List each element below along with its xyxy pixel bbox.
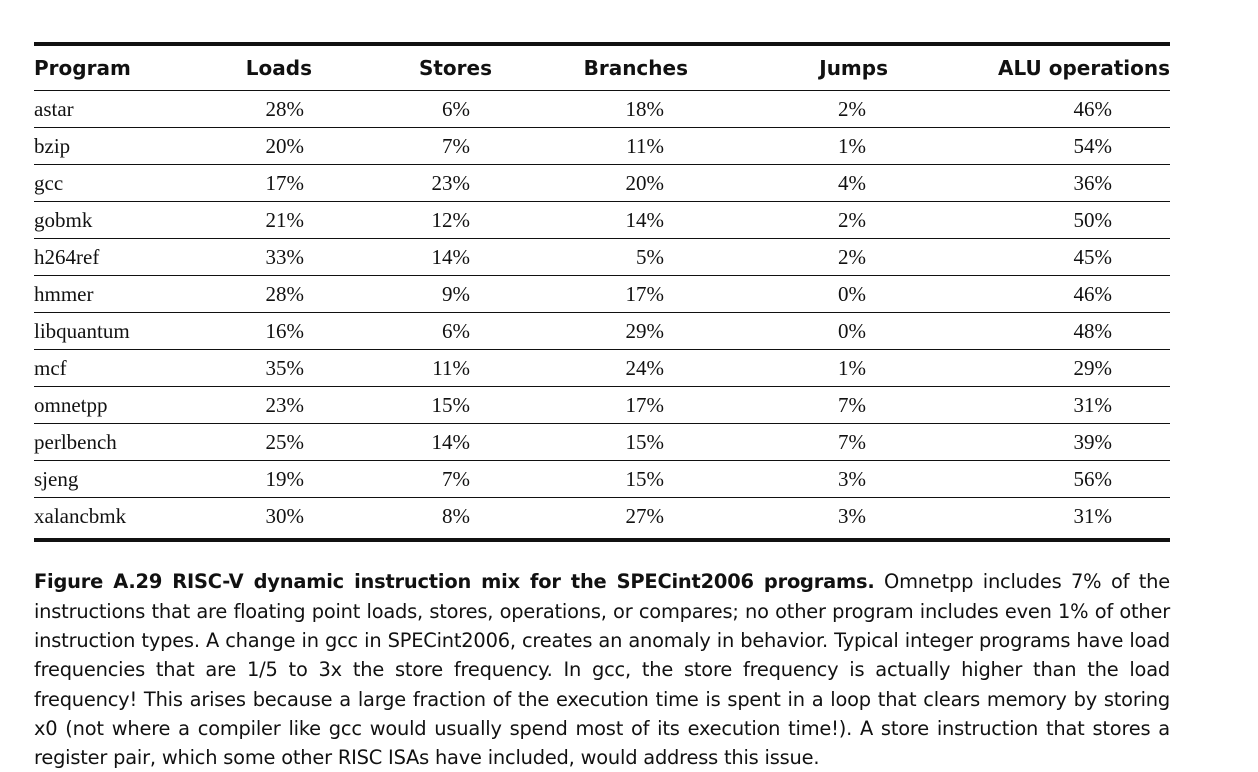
cell-program: hmmer [34,275,212,313]
cell-loads: 28% [212,275,312,313]
cell-program: gcc [34,164,212,202]
cell-loads: 19% [212,460,312,498]
cell-alu-operations: 50% [888,201,1170,239]
cell-jumps: 4% [688,164,888,202]
cell-loads: 23% [212,386,312,424]
cell-branches: 27% [625,503,665,528]
table-header-row: Program Loads Stores Branches Jumps ALU … [34,46,1170,91]
cell-jumps: 3% [688,460,888,498]
cell-stores: 15% [312,386,492,424]
cell-jumps: 2% [688,238,888,276]
cell-jumps: 7% [688,423,888,461]
table-row: xalancbmk 30% 8% 27% 3% 31% [34,498,1170,535]
cell-jumps: 0% [688,312,888,350]
cell-stores: 7% [312,460,492,498]
figure-caption: Figure A.29 RISC-V dynamic instruction m… [34,567,1170,772]
cell-program: omnetpp [34,386,212,424]
cell-branches: 15% [492,423,688,461]
column-header-program: Program [34,46,212,91]
cell-program: astar [34,90,212,128]
cell-loads: 30% [265,503,305,528]
cell-program: gobmk [34,201,212,239]
cell-stores: 14% [312,238,492,276]
instruction-mix-table-block: Program Loads Stores Branches Jumps ALU … [34,42,1170,542]
cell-alu-operations: 39% [888,423,1170,461]
column-header-branches: Branches [492,46,688,91]
cell-program: mcf [34,349,212,387]
cell-alu-operations: 48% [888,312,1170,350]
cell-alu-operations: 46% [888,275,1170,313]
cell-stores: 14% [312,423,492,461]
cell-jumps: 2% [688,90,888,128]
cell-alu-operations: 36% [888,164,1170,202]
cell-branches: 17% [492,275,688,313]
cell-jumps: 0% [688,275,888,313]
table-row: astar 28% 6% 18% 2% 46% [34,90,1170,128]
cell-loads: 16% [212,312,312,350]
cell-branches: 20% [492,164,688,202]
table-row: omnetpp 23% 15% 17% 7% 31% [34,386,1170,424]
cell-loads: 21% [212,201,312,239]
cell-branches: 14% [492,201,688,239]
figure-caption-body: Omnetpp includes 7% of the instructions … [34,570,1170,770]
cell-program: xalancbmk [34,503,127,528]
cell-stores: 9% [312,275,492,313]
cell-branches: 15% [492,460,688,498]
table-row: h264ref 33% 14% 5% 2% 45% [34,238,1170,276]
cell-jumps: 1% [688,127,888,165]
table-row: mcf 35% 11% 24% 1% 29% [34,349,1170,387]
column-header-loads: Loads [212,46,312,91]
cell-branches: 24% [492,349,688,387]
cell-alu-operations: 56% [888,460,1170,498]
cell-stores: 7% [312,127,492,165]
cell-loads: 35% [212,349,312,387]
cell-program: bzip [34,127,212,165]
cell-branches: 5% [492,238,688,276]
column-header-jumps: Jumps [688,46,888,91]
figure-caption-title: Figure A.29 RISC-V dynamic instruction m… [34,570,875,594]
cell-stores: 11% [312,349,492,387]
cell-alu-operations: 45% [888,238,1170,276]
table-row: gobmk 21% 12% 14% 2% 50% [34,201,1170,239]
cell-program: sjeng [34,460,212,498]
cell-branches: 18% [492,90,688,128]
cell-alu-operations: 29% [888,349,1170,387]
instruction-mix-table: Program Loads Stores Branches Jumps ALU … [34,46,1170,534]
cell-stores: 6% [312,90,492,128]
cell-stores: 12% [312,201,492,239]
table-bottom-rule [34,538,1170,542]
cell-loads: 17% [212,164,312,202]
cell-loads: 33% [212,238,312,276]
cell-program: libquantum [34,312,212,350]
table-row: hmmer 28% 9% 17% 0% 46% [34,275,1170,313]
table-row: bzip 20% 7% 11% 1% 54% [34,127,1170,165]
cell-alu-operations: 31% [1073,503,1113,528]
cell-jumps: 7% [688,386,888,424]
cell-stores: 6% [312,312,492,350]
cell-stores: 23% [312,164,492,202]
cell-loads: 28% [212,90,312,128]
column-header-alu-operations: ALU operations [888,46,1170,91]
cell-program: perlbench [34,423,212,461]
cell-branches: 29% [492,312,688,350]
table-top-rule [34,42,1170,46]
table-row: perlbench 25% 14% 15% 7% 39% [34,423,1170,461]
cell-program: h264ref [34,238,212,276]
cell-stores: 8% [442,503,470,528]
cell-alu-operations: 54% [888,127,1170,165]
cell-alu-operations: 31% [888,386,1170,424]
cell-jumps: 3% [838,503,866,528]
cell-loads: 25% [212,423,312,461]
cell-branches: 17% [492,386,688,424]
table-row: libquantum 16% 6% 29% 0% 48% [34,312,1170,350]
column-header-stores: Stores [312,46,492,91]
table-row: sjeng 19% 7% 15% 3% 56% [34,460,1170,498]
cell-branches: 11% [492,127,688,165]
cell-jumps: 2% [688,201,888,239]
cell-jumps: 1% [688,349,888,387]
cell-alu-operations: 46% [888,90,1170,128]
table-row: gcc 17% 23% 20% 4% 36% [34,164,1170,202]
cell-loads: 20% [212,127,312,165]
